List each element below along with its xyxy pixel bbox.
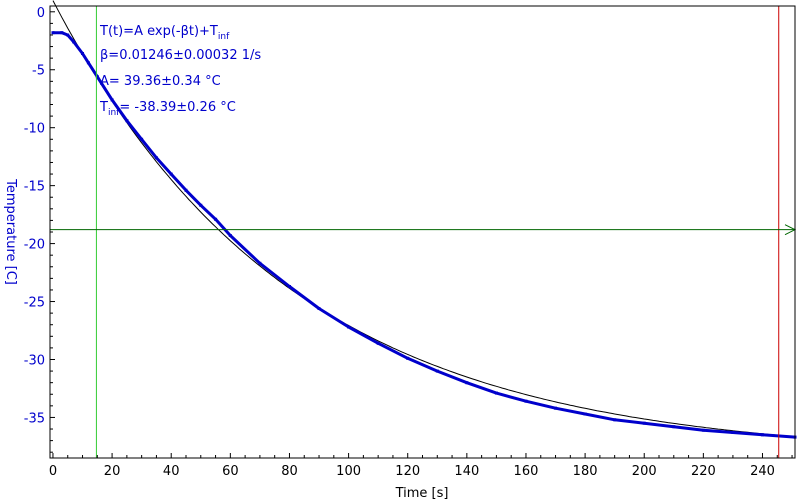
x-tick-label: 240 [750, 464, 775, 479]
data-point-15 [228, 234, 232, 237]
data-point-3 [72, 40, 76, 44]
y-tick-label: -25 [24, 296, 45, 311]
data-point-21 [406, 356, 410, 360]
x-tick-label: 160 [514, 464, 539, 479]
y-tick-label: -20 [24, 238, 45, 253]
fit-curve [52, 0, 796, 438]
data-point-18 [317, 307, 321, 310]
fit-tinf-label: Tinf= -38.39±0.26 °C [99, 100, 236, 118]
data-point-20 [376, 341, 380, 345]
fit-formula-label: T(t)=A exp(-βt)+Tinf [99, 24, 230, 42]
data-point-19 [347, 325, 351, 329]
data-point-9 [140, 137, 144, 141]
x-tick-label: 40 [163, 464, 180, 479]
data-point-25 [524, 399, 528, 403]
x-tick-label: 0 [49, 464, 57, 479]
data-point-14 [214, 217, 218, 221]
data-point-2 [66, 33, 70, 37]
fit-beta-label: β=0.01246±0.00032 1/s [100, 48, 261, 63]
y-tick-label: -5 [32, 64, 45, 79]
data-point-8 [125, 119, 129, 123]
data-point-0 [51, 31, 55, 35]
x-tick-label: 120 [395, 464, 420, 479]
cursor-layer [50, 6, 797, 458]
data-point-24 [494, 391, 498, 395]
x-tick-label: 60 [222, 464, 239, 479]
data-point-6 [95, 75, 99, 79]
data-point-32 [731, 431, 735, 434]
x-tick-label: 200 [632, 464, 657, 479]
y-tick-label: -30 [24, 353, 45, 368]
y-axis-title: Temperature [C] [3, 178, 18, 285]
data-point-17 [288, 285, 291, 288]
data-point-4 [81, 52, 84, 55]
x-axis-ticks: 0 20 40 60 80 100 120 140 160 180 200 220 240 [49, 453, 793, 479]
data-point-33 [761, 433, 764, 437]
x-tick-label: 100 [336, 464, 361, 479]
data-point-22 [435, 369, 439, 373]
data-point-10 [154, 156, 158, 160]
data-point-27 [583, 412, 587, 416]
y-tick-label: -15 [24, 180, 45, 195]
y-tick-label: 0 [37, 6, 45, 21]
data-point-1 [60, 31, 64, 35]
y-tick-label: -10 [24, 122, 45, 137]
data-point-16 [258, 261, 262, 265]
data-layer [51, 31, 797, 439]
data-point-28 [613, 418, 617, 422]
fit-amplitude-label: A= 39.36±0.34 °C [100, 74, 221, 89]
data-point-23 [465, 381, 469, 385]
data-point-31 [701, 428, 705, 432]
data-point-26 [554, 406, 557, 410]
data-point-11 [169, 172, 173, 176]
y-tick-label: -35 [24, 411, 45, 426]
data-point-29 [642, 421, 646, 425]
fit-annotation: T(t)=A exp(-βt)+Tinf β=0.01246±0.00032 1… [99, 24, 261, 118]
x-tick-label: 20 [104, 464, 121, 479]
x-tick-label: 140 [454, 464, 479, 479]
data-point-30 [672, 425, 676, 429]
data-point-7 [110, 98, 114, 102]
x-tick-label: 80 [281, 464, 298, 479]
fit-layer [52, 0, 796, 438]
y-axis-ticks: 0 -5 -10 -15 -20 -25 -30 -35 [24, 6, 55, 453]
x-tick-label: 180 [573, 464, 598, 479]
data-point-5 [86, 61, 90, 65]
x-axis-title: Time [s] [395, 486, 449, 501]
data-point-12 [184, 188, 188, 192]
data-point-13 [199, 203, 203, 207]
x-tick-label: 220 [691, 464, 716, 479]
